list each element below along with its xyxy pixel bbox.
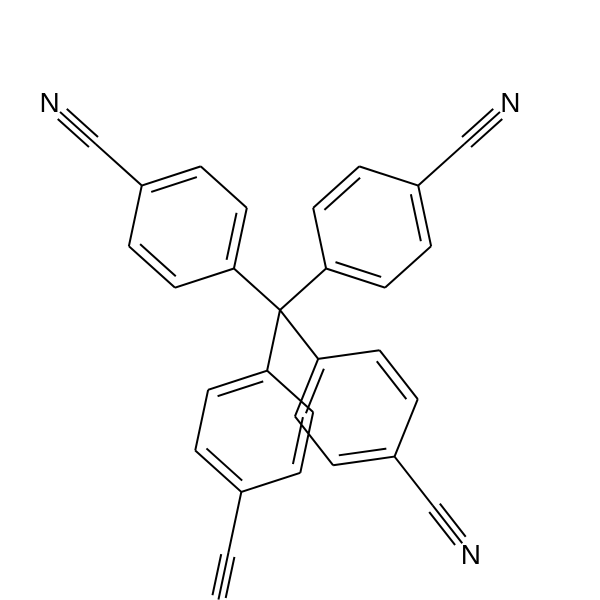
chemical-structure-diagram: NNNN (0, 0, 600, 600)
nitrogen-label: N (40, 87, 60, 118)
nitrogen-label: N (461, 539, 481, 570)
nitrogen-label: N (500, 87, 520, 118)
